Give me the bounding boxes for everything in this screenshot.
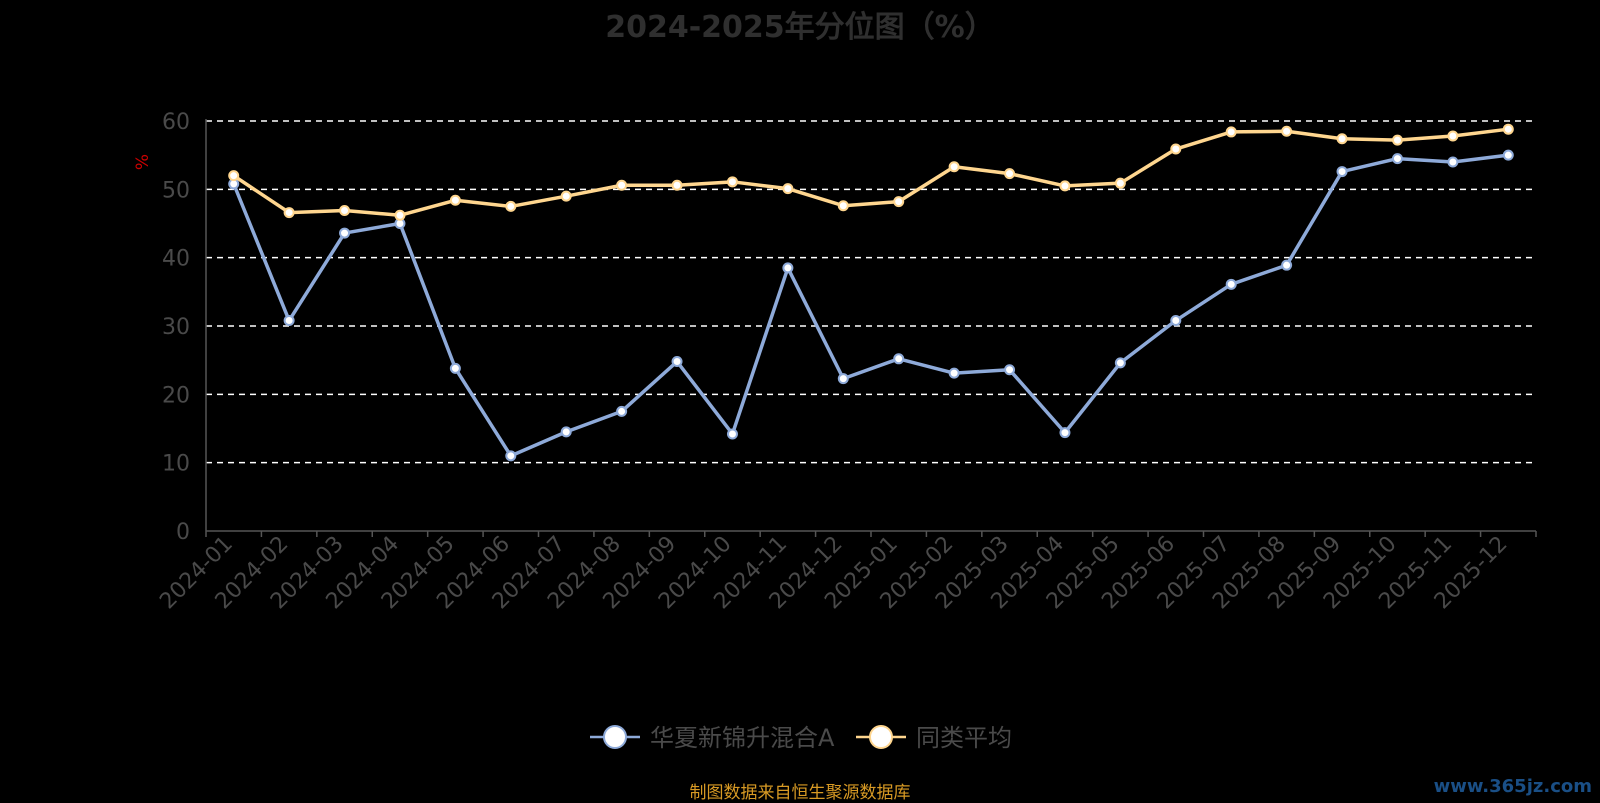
legend[interactable]: 华夏新锦升混合A 同类平均 (590, 724, 1012, 752)
data-point[interactable] (1391, 153, 1403, 165)
data-point[interactable] (560, 190, 572, 202)
data-point[interactable] (1447, 130, 1459, 142)
data-point[interactable] (1004, 168, 1016, 180)
legend-label: 华夏新锦升混合A (650, 724, 835, 752)
data-point[interactable] (339, 227, 351, 239)
chart-title: 2024-2025年分位图（%） (605, 10, 995, 45)
y-tick-label: 10 (162, 452, 190, 477)
legend-item[interactable]: 同类平均 (856, 724, 1012, 752)
y-tick-label: 30 (162, 315, 190, 340)
data-point[interactable] (1225, 126, 1237, 138)
data-point[interactable] (228, 170, 240, 182)
data-point[interactable] (1281, 125, 1293, 137)
data-point[interactable] (671, 179, 683, 191)
data-point[interactable] (1170, 143, 1182, 155)
y-tick-label: 20 (162, 383, 190, 408)
data-point[interactable] (1170, 315, 1182, 327)
data-point[interactable] (726, 428, 738, 440)
data-point[interactable] (449, 362, 461, 374)
y-tick-label: 60 (162, 110, 190, 135)
data-point[interactable] (616, 405, 628, 417)
data-point[interactable] (1059, 427, 1071, 439)
y-axis-label: % (133, 154, 153, 170)
data-point[interactable] (394, 209, 406, 221)
legend-marker-icon (603, 725, 627, 749)
data-point[interactable] (505, 200, 517, 212)
watermark-text: www.365jz.com (1433, 776, 1592, 797)
data-point[interactable] (1281, 259, 1293, 271)
data-point[interactable] (283, 207, 295, 219)
data-point[interactable] (449, 194, 461, 206)
data-point[interactable] (671, 356, 683, 368)
data-point[interactable] (1336, 166, 1348, 178)
data-point[interactable] (1391, 134, 1403, 146)
series-fund (228, 149, 1514, 462)
data-point[interactable] (782, 262, 794, 274)
data-point[interactable] (1225, 278, 1237, 290)
data-point[interactable] (837, 373, 849, 385)
data-point[interactable] (616, 179, 628, 191)
legend-marker-icon (869, 725, 893, 749)
data-point[interactable] (893, 196, 905, 208)
data-point[interactable] (837, 200, 849, 212)
data-point[interactable] (782, 183, 794, 195)
data-point[interactable] (1336, 133, 1348, 145)
y-tick-label: 40 (162, 247, 190, 272)
y-tick-label: 50 (162, 178, 190, 203)
data-point[interactable] (948, 161, 960, 173)
data-point[interactable] (1447, 156, 1459, 168)
data-source-note: 制图数据来自恒生聚源数据库 (689, 783, 911, 803)
legend-item[interactable]: 华夏新锦升混合A (590, 724, 835, 752)
data-point[interactable] (339, 205, 351, 217)
data-point[interactable] (1004, 364, 1016, 376)
data-point[interactable] (1502, 149, 1514, 161)
data-point[interactable] (726, 176, 738, 188)
data-point[interactable] (1059, 180, 1071, 192)
data-point[interactable] (1114, 357, 1126, 369)
y-tick-label: 0 (176, 520, 190, 545)
data-point[interactable] (560, 426, 572, 438)
data-point[interactable] (283, 315, 295, 327)
series-line (232, 153, 1509, 458)
data-point[interactable] (948, 367, 960, 379)
series-line (232, 127, 1509, 218)
data-point[interactable] (505, 450, 517, 462)
data-point[interactable] (893, 353, 905, 365)
series-lines (228, 123, 1514, 462)
data-point[interactable] (1114, 177, 1126, 189)
series-category-average (228, 123, 1514, 221)
legend-label: 同类平均 (916, 724, 1012, 752)
grid-lines (206, 120, 1536, 464)
data-point[interactable] (1502, 123, 1514, 135)
